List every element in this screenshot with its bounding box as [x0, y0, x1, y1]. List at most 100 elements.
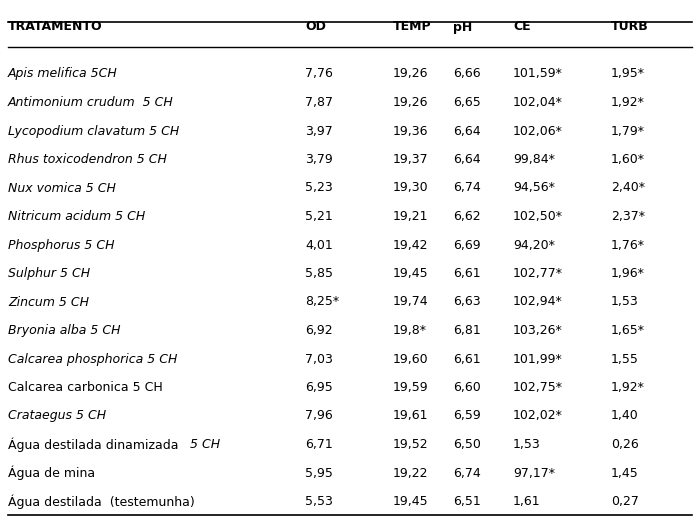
Text: 102,02*: 102,02*: [513, 410, 563, 423]
Text: 6,61: 6,61: [453, 267, 481, 280]
Text: Apis melifica 5CH: Apis melifica 5CH: [8, 68, 118, 80]
Text: 1,96*: 1,96*: [611, 267, 645, 280]
Text: 7,96: 7,96: [305, 410, 332, 423]
Text: 4,01: 4,01: [305, 238, 332, 251]
Text: 0,27: 0,27: [611, 495, 639, 508]
Text: 6,81: 6,81: [453, 324, 481, 337]
Text: Nitricum acidum 5 CH: Nitricum acidum 5 CH: [8, 210, 145, 223]
Text: 1,60*: 1,60*: [611, 153, 645, 166]
Text: Água de mina: Água de mina: [8, 466, 95, 480]
Text: Calcarea carbonica 5 CH: Calcarea carbonica 5 CH: [8, 381, 163, 394]
Text: 19,52: 19,52: [393, 438, 429, 451]
Text: 3,79: 3,79: [305, 153, 332, 166]
Text: 19,26: 19,26: [393, 96, 429, 109]
Text: 6,51: 6,51: [453, 495, 481, 508]
Text: 19,22: 19,22: [393, 467, 429, 479]
Text: 19,30: 19,30: [393, 182, 429, 194]
Text: CE: CE: [513, 20, 530, 34]
Text: 19,59: 19,59: [393, 381, 429, 394]
Text: 1,53: 1,53: [611, 296, 638, 309]
Text: pH: pH: [453, 20, 473, 34]
Text: 101,99*: 101,99*: [513, 352, 562, 365]
Text: 103,26*: 103,26*: [513, 324, 562, 337]
Text: 102,04*: 102,04*: [513, 96, 563, 109]
Text: 19,36: 19,36: [393, 124, 429, 138]
Text: Crataegus 5 CH: Crataegus 5 CH: [8, 410, 106, 423]
Text: Bryonia alba 5 CH: Bryonia alba 5 CH: [8, 324, 121, 337]
Text: 19,45: 19,45: [393, 267, 429, 280]
Text: 19,74: 19,74: [393, 296, 429, 309]
Text: Sulphur 5 CH: Sulphur 5 CH: [8, 267, 90, 280]
Text: 102,94*: 102,94*: [513, 296, 562, 309]
Text: 1,92*: 1,92*: [611, 96, 645, 109]
Text: 102,75*: 102,75*: [513, 381, 563, 394]
Text: 1,65*: 1,65*: [611, 324, 645, 337]
Text: 101,59*: 101,59*: [513, 68, 563, 80]
Text: 6,62: 6,62: [453, 210, 481, 223]
Text: 1,76*: 1,76*: [611, 238, 645, 251]
Text: 19,60: 19,60: [393, 352, 429, 365]
Text: 5,85: 5,85: [305, 267, 333, 280]
Text: Água destilada dinamizada: Água destilada dinamizada: [8, 437, 190, 452]
Text: 5,95: 5,95: [305, 467, 333, 479]
Text: Antimonium crudum  5 CH: Antimonium crudum 5 CH: [8, 96, 174, 109]
Text: 1,92*: 1,92*: [611, 381, 645, 394]
Text: 6,64: 6,64: [453, 124, 481, 138]
Text: 19,21: 19,21: [393, 210, 429, 223]
Text: 1,53: 1,53: [513, 438, 541, 451]
Text: 5,21: 5,21: [305, 210, 332, 223]
Text: TURB: TURB: [611, 20, 649, 34]
Text: 8,25*: 8,25*: [305, 296, 339, 309]
Text: 6,74: 6,74: [453, 467, 481, 479]
Text: 19,42: 19,42: [393, 238, 429, 251]
Text: 6,65: 6,65: [453, 96, 481, 109]
Text: 94,56*: 94,56*: [513, 182, 555, 194]
Text: 1,61: 1,61: [513, 495, 541, 508]
Text: 6,69: 6,69: [453, 238, 481, 251]
Text: Lycopodium clavatum 5 CH: Lycopodium clavatum 5 CH: [8, 124, 179, 138]
Text: Zincum 5 CH: Zincum 5 CH: [8, 296, 89, 309]
Text: 6,63: 6,63: [453, 296, 481, 309]
Text: 6,74: 6,74: [453, 182, 481, 194]
Text: 1,40: 1,40: [611, 410, 638, 423]
Text: 6,59: 6,59: [453, 410, 481, 423]
Text: TEMP: TEMP: [393, 20, 431, 34]
Text: 6,60: 6,60: [453, 381, 481, 394]
Text: 2,37*: 2,37*: [611, 210, 645, 223]
Text: 7,03: 7,03: [305, 352, 333, 365]
Text: 5,53: 5,53: [305, 495, 333, 508]
Text: 19,61: 19,61: [393, 410, 429, 423]
Text: Phosphorus 5 CH: Phosphorus 5 CH: [8, 238, 114, 251]
Text: 6,50: 6,50: [453, 438, 481, 451]
Text: 3,97: 3,97: [305, 124, 332, 138]
Text: Rhus toxicodendron 5 CH: Rhus toxicodendron 5 CH: [8, 153, 167, 166]
Text: 102,77*: 102,77*: [513, 267, 563, 280]
Text: 99,84*: 99,84*: [513, 153, 555, 166]
Text: TRATAMENTO: TRATAMENTO: [8, 20, 102, 34]
Text: 7,76: 7,76: [305, 68, 333, 80]
Text: 19,37: 19,37: [393, 153, 429, 166]
Text: 2,40*: 2,40*: [611, 182, 645, 194]
Text: 6,95: 6,95: [305, 381, 332, 394]
Text: 6,64: 6,64: [453, 153, 481, 166]
Text: 5 CH: 5 CH: [190, 438, 221, 451]
Text: Nux vomica 5 CH: Nux vomica 5 CH: [8, 182, 116, 194]
Text: 1,79*: 1,79*: [611, 124, 645, 138]
Text: 0,26: 0,26: [611, 438, 638, 451]
Text: 102,50*: 102,50*: [513, 210, 563, 223]
Text: 6,66: 6,66: [453, 68, 481, 80]
Text: OD: OD: [305, 20, 326, 34]
Text: 6,61: 6,61: [453, 352, 481, 365]
Text: 1,55: 1,55: [611, 352, 639, 365]
Text: Água destilada  (testemunha): Água destilada (testemunha): [8, 494, 194, 509]
Text: 97,17*: 97,17*: [513, 467, 555, 479]
Text: 6,92: 6,92: [305, 324, 332, 337]
Text: Calcarea phosphorica 5 CH: Calcarea phosphorica 5 CH: [8, 352, 177, 365]
Text: 102,06*: 102,06*: [513, 124, 563, 138]
Text: 1,45: 1,45: [611, 467, 638, 479]
Text: 5,23: 5,23: [305, 182, 332, 194]
Text: 19,8*: 19,8*: [393, 324, 427, 337]
Text: 6,71: 6,71: [305, 438, 332, 451]
Text: 19,26: 19,26: [393, 68, 429, 80]
Text: 1,95*: 1,95*: [611, 68, 645, 80]
